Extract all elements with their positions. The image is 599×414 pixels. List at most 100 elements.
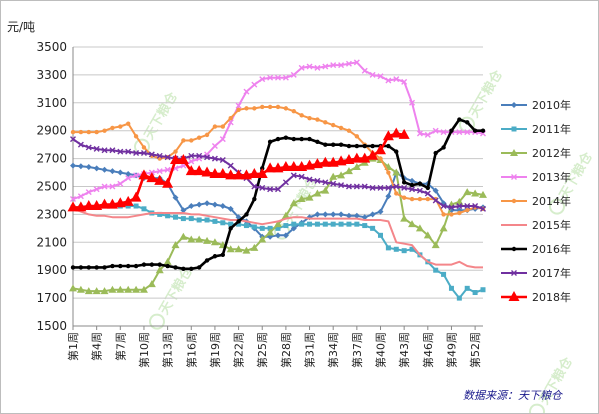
data-point: [296, 160, 308, 171]
data-point: [463, 188, 472, 196]
data-point: [441, 212, 446, 217]
x-tick-label: 第13周: [161, 332, 175, 368]
x-tick-label: 第31周: [303, 332, 317, 368]
data-point: [289, 199, 298, 207]
data-point: [439, 224, 448, 232]
data-point: [440, 129, 447, 136]
data-point: [314, 64, 321, 71]
data-point: [401, 248, 407, 254]
data-point: [330, 221, 336, 227]
data-point: [394, 149, 399, 154]
data-point: [390, 127, 402, 138]
data-point: [440, 203, 447, 210]
data-point: [195, 235, 204, 243]
x-tick-label: 第40周: [374, 332, 388, 368]
data-point: [275, 136, 281, 142]
data-point: [423, 231, 432, 239]
data-point: [362, 223, 368, 229]
data-point: [456, 203, 463, 210]
data-point: [267, 186, 274, 193]
data-point: [377, 208, 384, 215]
data-point: [228, 226, 233, 231]
data-point: [93, 186, 100, 193]
data-point: [299, 113, 304, 118]
x-tick-label: 第19周: [208, 332, 222, 368]
data-point: [322, 211, 329, 218]
data-point: [323, 120, 328, 125]
data-point: [275, 104, 281, 110]
x-axis-ticks: 第1周 第4周 第7周 第10周 第13周 第16周 第19周 第22周 第25周 第28周 第31…: [66, 326, 482, 368]
data-point: [125, 121, 131, 126]
data-point: [327, 156, 339, 167]
legend-marker: [511, 246, 517, 252]
data-point: [196, 265, 202, 270]
legend-marker: [508, 291, 520, 301]
data-point: [259, 76, 266, 83]
data-point: [117, 180, 124, 187]
data-point: [353, 212, 360, 219]
data-point: [125, 263, 131, 269]
data-point: [117, 169, 124, 176]
data-point: [354, 221, 360, 227]
series-2: [70, 203, 486, 301]
data-point: [133, 263, 139, 269]
data-point: [173, 214, 178, 220]
y-axis-unit-label: 元/吨: [7, 20, 35, 34]
data-point: [154, 174, 166, 185]
data-point: [251, 81, 258, 88]
data-point: [354, 143, 360, 149]
data-point: [193, 165, 205, 176]
data-point: [201, 166, 213, 177]
x-tick-label: 第43周: [397, 332, 411, 368]
data-point: [346, 143, 352, 149]
data-point: [385, 184, 392, 191]
data-point: [353, 183, 360, 190]
data-point: [432, 127, 439, 134]
data-point: [189, 266, 194, 272]
data-point: [409, 182, 415, 188]
data-point: [464, 203, 471, 210]
data-point: [369, 211, 376, 218]
y-tick-label: 3300: [36, 68, 67, 82]
gridlines: [72, 46, 483, 327]
data-point: [139, 285, 148, 293]
data-point: [464, 129, 471, 136]
data-point: [260, 104, 265, 110]
data-point: [409, 186, 416, 193]
data-point: [93, 145, 100, 152]
data-point: [346, 221, 352, 227]
data-point: [163, 257, 172, 265]
legend-marker: [511, 174, 517, 180]
legend-item: 2014年: [501, 194, 571, 208]
data-point: [157, 262, 162, 267]
data-point: [313, 189, 322, 197]
data-point: [283, 135, 289, 140]
data-point: [102, 128, 107, 133]
data-point: [315, 139, 320, 145]
data-point: [319, 156, 331, 167]
data-point: [133, 150, 140, 157]
data-point: [85, 163, 92, 170]
series-9: [67, 127, 410, 212]
series-8: [70, 136, 486, 212]
data-point: [234, 245, 243, 253]
data-point: [275, 186, 281, 193]
data-point: [210, 238, 219, 246]
data-point: [299, 221, 305, 227]
data-point: [401, 78, 408, 85]
data-point: [432, 197, 439, 204]
data-point: [212, 254, 218, 259]
data-point: [248, 167, 260, 178]
data-point: [209, 167, 221, 178]
data-point: [282, 74, 289, 81]
data-point: [400, 214, 409, 222]
data-point: [352, 162, 361, 170]
data-point: [100, 287, 109, 295]
data-point: [69, 284, 77, 292]
data-point: [409, 177, 416, 184]
data-point: [212, 218, 218, 224]
data-point: [433, 267, 439, 273]
x-tick-label: 第22周: [232, 332, 246, 368]
legend-label: 2011年: [532, 122, 571, 136]
legend-label: 2010年: [532, 98, 571, 112]
